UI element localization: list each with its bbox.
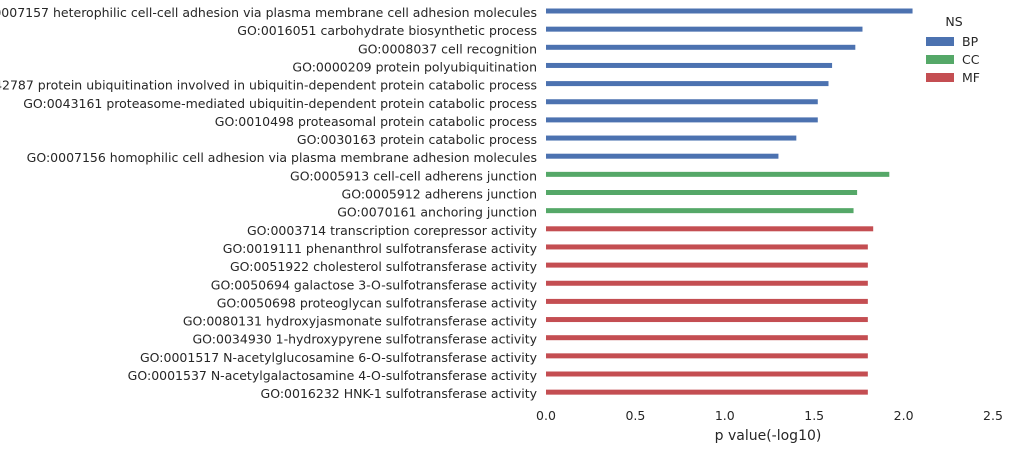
- bars-layer: [546, 8, 913, 395]
- legend: NS BP CC MF: [926, 14, 980, 85]
- category-label: GO:0080131 hydroxyjasmonate sulfotransfe…: [183, 314, 538, 329]
- category-label: GO:0003714 transcription corepressor act…: [247, 223, 538, 238]
- legend-entries: BP CC MF: [926, 34, 980, 85]
- x-tick-label: 1.5: [804, 408, 824, 423]
- bar-bp: [546, 26, 863, 32]
- bar-mf: [546, 317, 868, 323]
- category-label: GO:0008037 cell recognition: [358, 41, 537, 56]
- category-label: GO:0007156 homophilic cell adhesion via …: [27, 150, 537, 165]
- bar-mf: [546, 298, 868, 304]
- bar-cc: [546, 171, 890, 177]
- category-label: GO:0050698 proteoglycan sulfotransferase…: [217, 295, 538, 310]
- legend-swatch-mf: [926, 73, 954, 82]
- bar-cc: [546, 190, 858, 195]
- category-label: GO:0070161 anchoring junction: [337, 205, 537, 220]
- bar-bp: [546, 117, 818, 123]
- bar-bp: [546, 8, 913, 14]
- bar-bp: [546, 81, 829, 87]
- category-label: GO:0010498 proteasomal protein catabolic…: [215, 114, 537, 129]
- bar-cc: [546, 208, 854, 214]
- category-label: GO:0030163 protein catabolic process: [297, 132, 537, 147]
- category-label: GO:0051922 cholesterol sulfotransferase …: [230, 259, 538, 274]
- bar-mf: [546, 280, 868, 286]
- bar-bp: [546, 62, 833, 68]
- bar-mf: [546, 335, 868, 341]
- category-label: GO:0050694 galactose 3-O-sulfotransferas…: [211, 277, 538, 292]
- bar-mf: [546, 262, 868, 268]
- x-tick-label: 2.5: [983, 408, 1003, 423]
- category-label: GO:0001517 N-acetylglucosamine 6-O-sulfo…: [140, 350, 538, 365]
- bar-mf: [546, 353, 868, 359]
- category-label: GO:0019111 phenanthrol sulfotransferase …: [223, 241, 538, 256]
- bar-bp: [546, 44, 856, 50]
- x-axis-ticks: 0.0 0.5 1.0 1.5 2.0 2.5: [536, 408, 1003, 423]
- category-label: GO:0005912 adherens junction: [342, 187, 537, 202]
- bar-mf: [546, 371, 868, 377]
- bar-mf: [546, 389, 868, 395]
- legend-label-bp: BP: [962, 34, 979, 49]
- legend-label-cc: CC: [962, 52, 980, 67]
- x-axis-title: p value(-log10): [715, 428, 822, 444]
- legend-swatch-bp: [926, 37, 954, 46]
- bar-mf: [546, 244, 868, 250]
- x-tick-label: 2.0: [894, 408, 914, 423]
- bar-bp: [546, 99, 818, 105]
- legend-title: NS: [945, 14, 962, 29]
- x-tick-label: 0.5: [625, 408, 645, 423]
- category-label: GO:0016051 carbohydrate biosynthetic pro…: [237, 23, 537, 38]
- x-tick-label: 1.0: [715, 408, 735, 423]
- bar-mf: [546, 226, 874, 232]
- category-label: GO:0042787 protein ubiquitination involv…: [0, 78, 537, 93]
- legend-swatch-cc: [926, 55, 954, 64]
- category-label: GO:0034930 1-hydroxypyrene sulfotransfer…: [192, 332, 537, 347]
- category-label: GO:0005913 cell-cell adherens junction: [290, 168, 537, 183]
- category-labels: GO:0007157 heterophilic cell-cell adhesi…: [0, 5, 538, 401]
- legend-label-mf: MF: [962, 70, 980, 85]
- x-tick-label: 0.0: [536, 408, 556, 423]
- category-label: GO:0043161 proteasome-mediated ubiquitin…: [23, 96, 537, 111]
- category-label: GO:0001537 N-acetylgalactosamine 4-O-sul…: [128, 368, 538, 383]
- category-label: GO:0016232 HNK-1 sulfotransferase activi…: [261, 386, 538, 401]
- bar-bp: [546, 153, 779, 159]
- category-label: GO:0007157 heterophilic cell-cell adhesi…: [0, 5, 537, 20]
- bar-bp: [546, 135, 797, 141]
- category-label: GO:0000209 protein polyubiquitination: [292, 59, 537, 74]
